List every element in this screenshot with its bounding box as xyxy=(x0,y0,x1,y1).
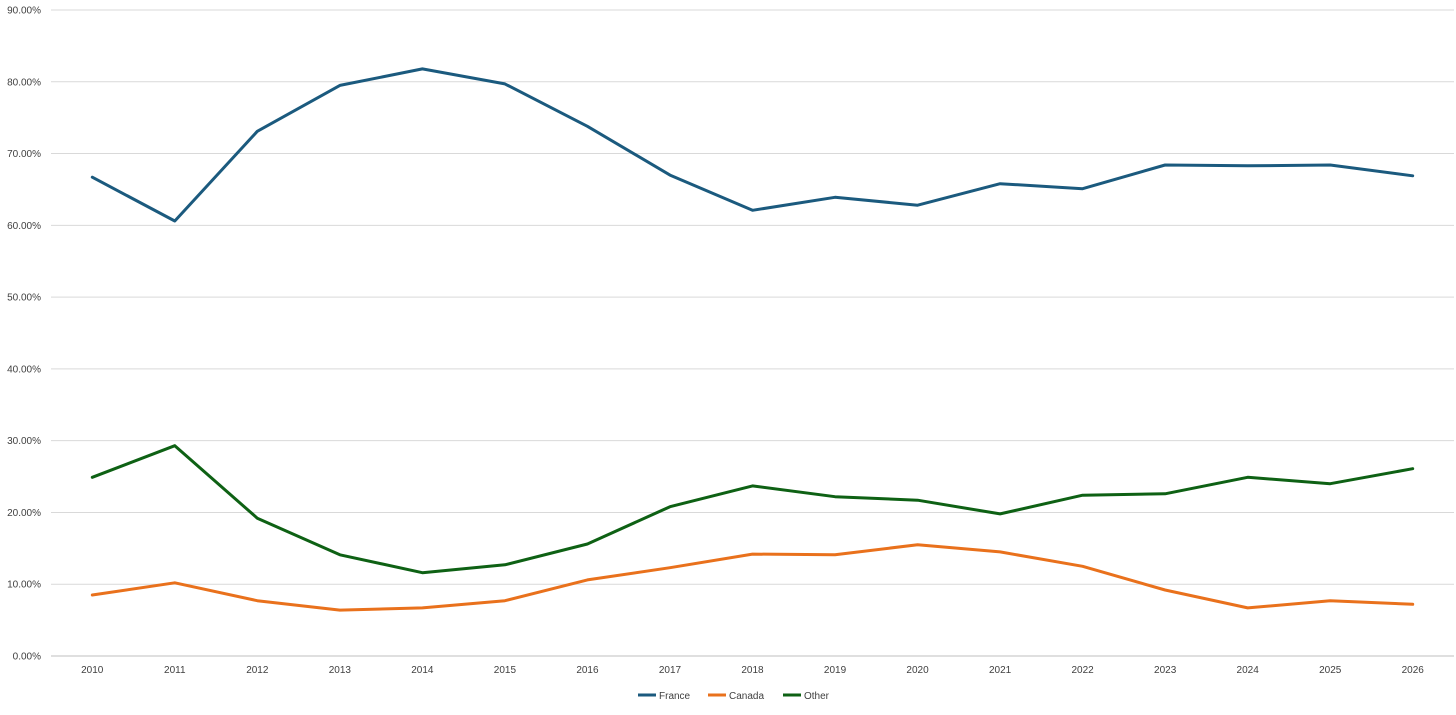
x-tick-label: 2018 xyxy=(741,665,764,676)
y-tick-label: 50.00% xyxy=(7,293,41,304)
y-tick-label: 90.00% xyxy=(7,6,41,17)
legend: France Canada Other xyxy=(638,691,830,702)
x-tick-label: 2024 xyxy=(1237,665,1260,676)
x-tick-label: 2022 xyxy=(1071,665,1094,676)
y-tick-label: 20.00% xyxy=(7,508,41,519)
series-lines xyxy=(90,67,1415,612)
x-tick-label: 2017 xyxy=(659,665,682,676)
y-tick-label: 80.00% xyxy=(7,77,41,88)
y-tick-label: 0.00% xyxy=(13,652,41,663)
legend-item-other: Other xyxy=(783,691,830,702)
x-tick-label: 2019 xyxy=(824,665,847,676)
y-axis: 0.00% 10.00% 20.00% 30.00% 40.00% 50.00% 60.00… xyxy=(7,6,41,663)
x-axis: 2010 2011 2012 2013 2014 2015 2016 2017 2018 2019… xyxy=(81,665,1424,676)
legend-label: Other xyxy=(804,691,830,702)
x-tick-label: 2020 xyxy=(906,665,929,676)
y-tick-label: 10.00% xyxy=(7,580,41,591)
x-tick-label: 2016 xyxy=(576,665,599,676)
legend-item-france: France xyxy=(638,691,691,702)
series-line-other xyxy=(90,444,1415,575)
x-tick-label: 2023 xyxy=(1154,665,1177,676)
gridlines xyxy=(51,9,1454,657)
x-tick-label: 2010 xyxy=(81,665,104,676)
legend-label: France xyxy=(659,691,691,702)
x-tick-label: 2021 xyxy=(989,665,1012,676)
x-tick-label: 2013 xyxy=(329,665,352,676)
y-tick-label: 70.00% xyxy=(7,149,41,160)
x-tick-label: 2012 xyxy=(246,665,269,676)
y-tick-label: 60.00% xyxy=(7,221,41,232)
x-tick-label: 2014 xyxy=(411,665,434,676)
y-tick-label: 30.00% xyxy=(7,436,41,447)
x-tick-label: 2011 xyxy=(164,665,186,676)
y-tick-label: 40.00% xyxy=(7,364,41,375)
x-tick-label: 2025 xyxy=(1319,665,1342,676)
legend-label: Canada xyxy=(729,691,764,702)
series-line-canada xyxy=(90,543,1415,612)
x-tick-label: 2015 xyxy=(494,665,517,676)
legend-item-canada: Canada xyxy=(708,691,764,702)
series-line-france xyxy=(90,67,1415,223)
x-tick-label: 2026 xyxy=(1402,665,1425,676)
